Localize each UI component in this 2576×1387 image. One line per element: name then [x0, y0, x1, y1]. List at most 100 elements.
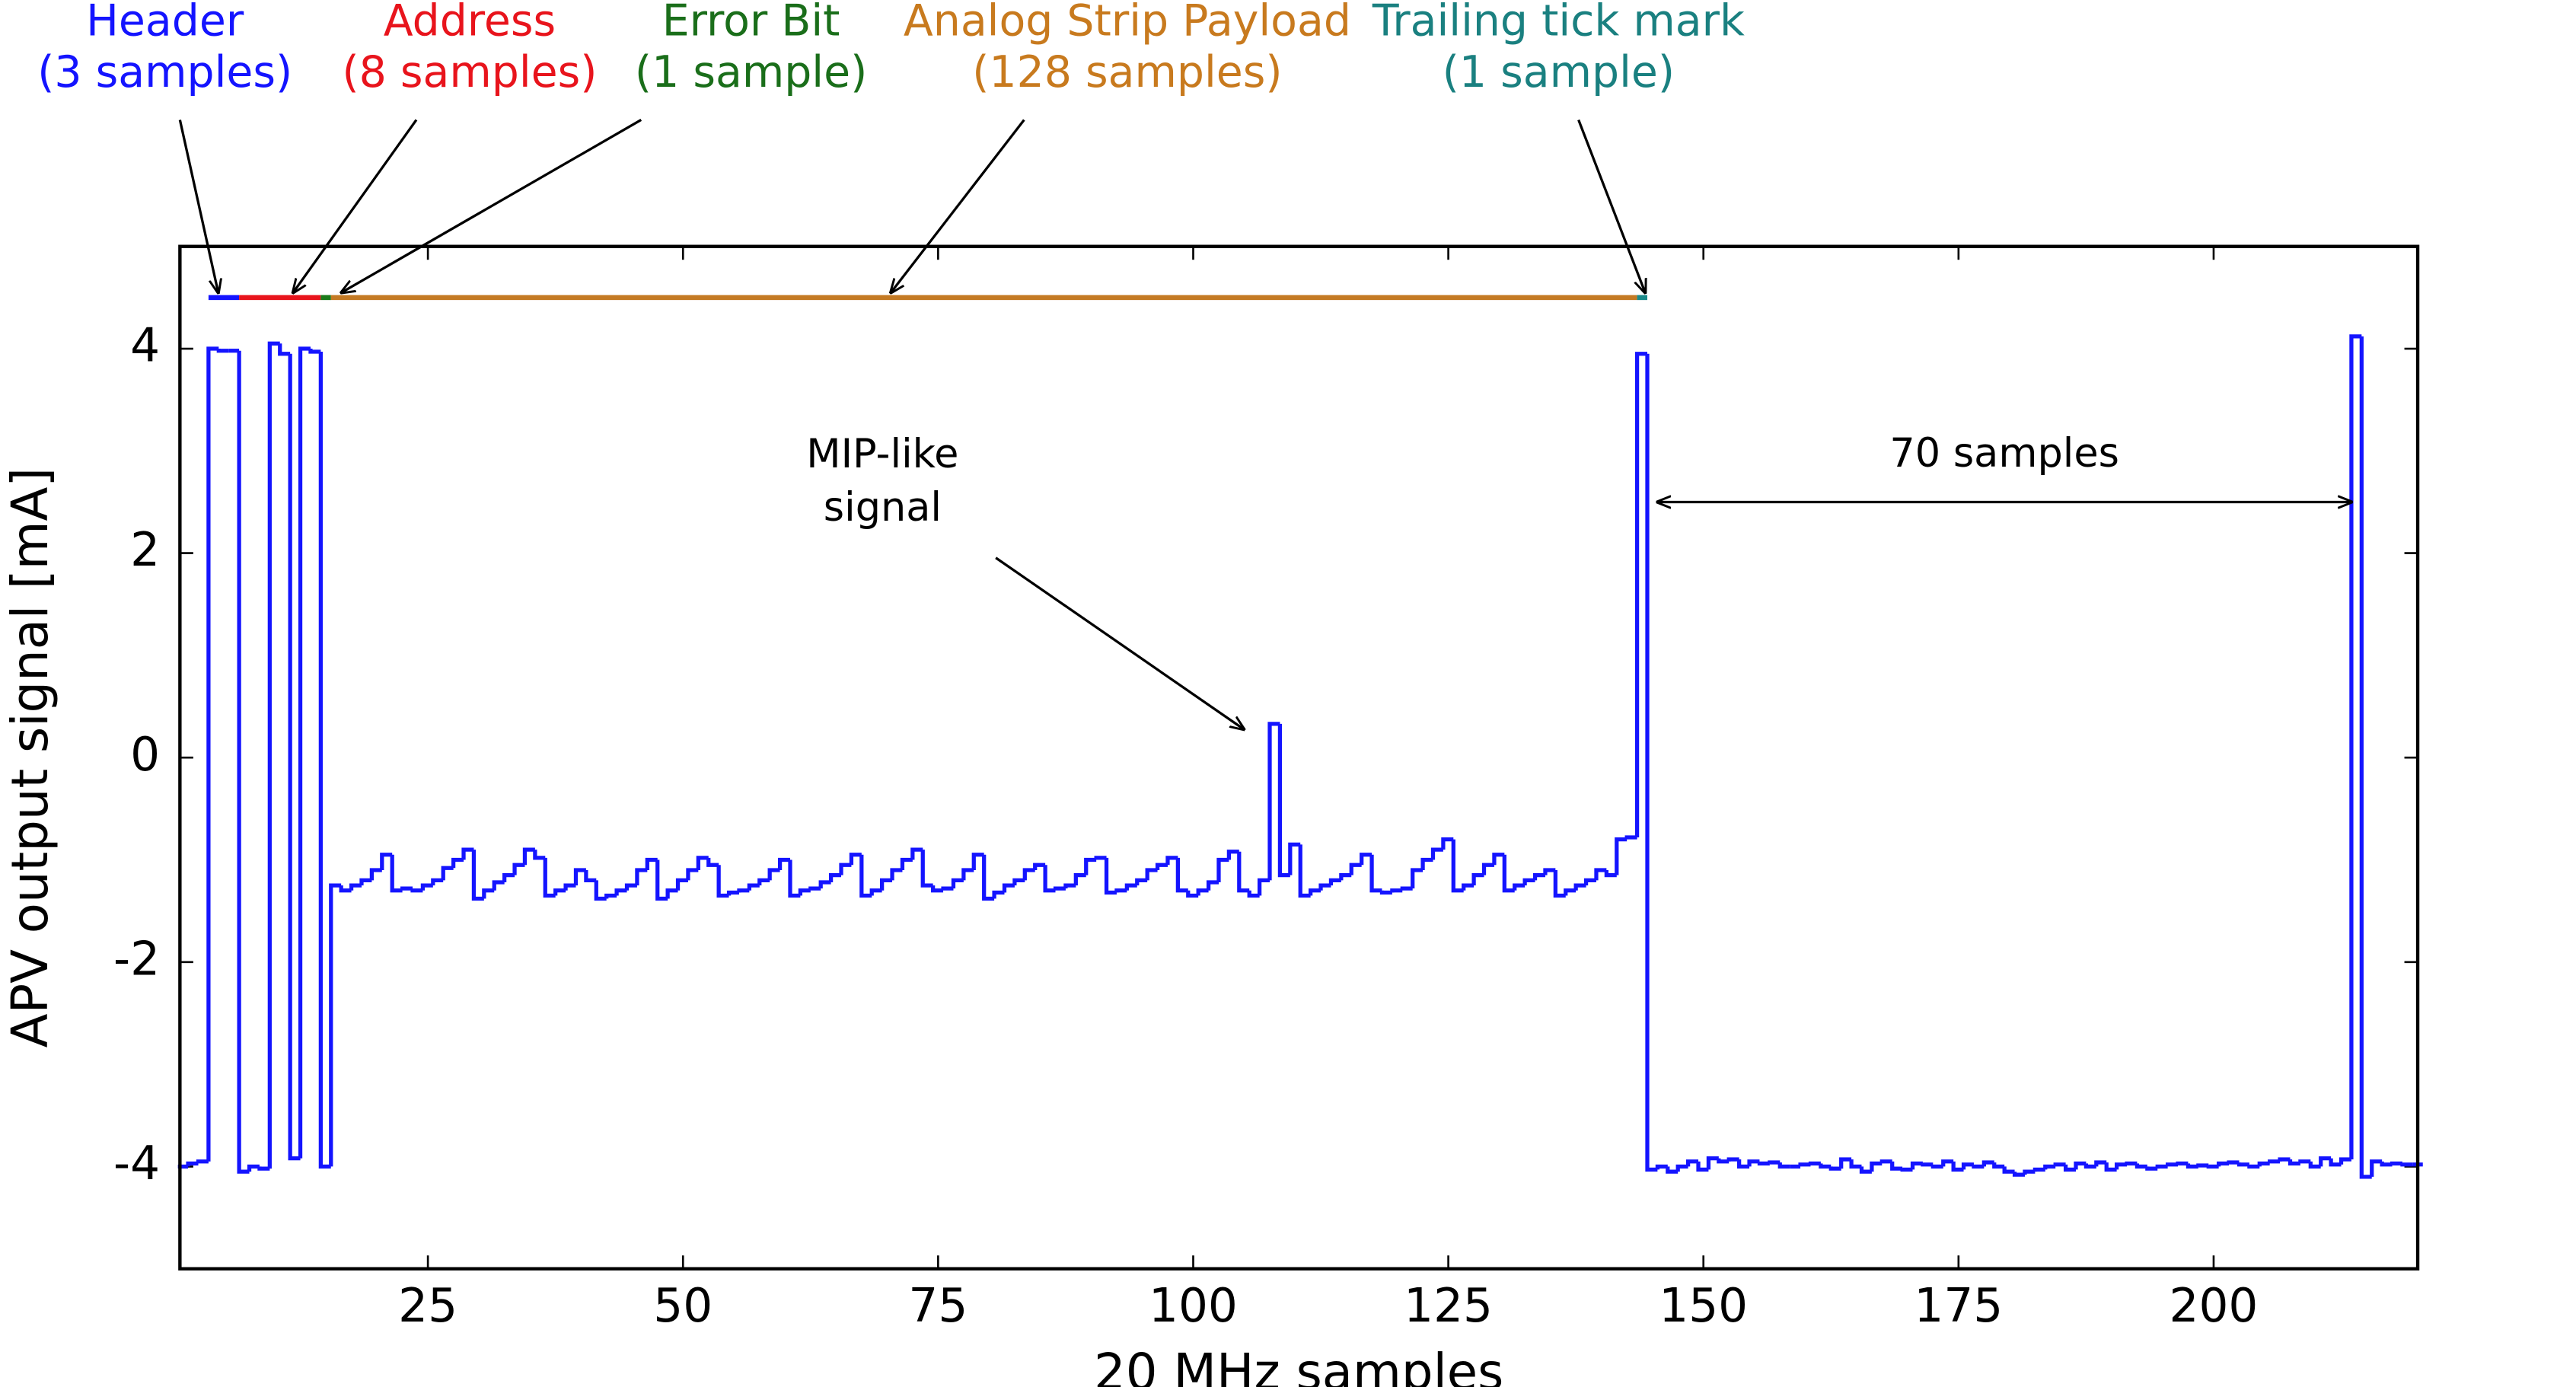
segment-sublabel: (1 sample): [635, 47, 867, 97]
signal-step: [1543, 868, 1556, 875]
signal-step: [1094, 856, 1107, 860]
signal-step: [655, 859, 668, 901]
signal-step: [1961, 1162, 1974, 1170]
signal-step: [2083, 1163, 2096, 1169]
signal-step: [1634, 352, 1647, 837]
signal-step: [553, 888, 566, 896]
signal-step: [1839, 1157, 1852, 1169]
signal-step: [502, 873, 515, 883]
signal-step: [686, 868, 699, 881]
signal-step: [1145, 868, 1158, 881]
signal-step: [1645, 353, 1658, 1172]
signal-step: [1369, 854, 1382, 893]
signal-step: [2247, 1164, 2260, 1169]
signal-step: [2287, 1159, 2300, 1166]
signal-step: [696, 856, 709, 870]
signal-step: [2329, 1158, 2342, 1167]
signal-step: [216, 349, 229, 353]
signal-step: [1411, 868, 1423, 889]
signal-step: [380, 853, 393, 870]
signal-step: [349, 883, 362, 891]
signal-step: [1717, 1158, 1730, 1164]
signal-step: [828, 873, 842, 883]
signal-step: [2338, 1157, 2351, 1165]
segment-sublabel: (8 samples): [342, 47, 597, 97]
signal-step: [1992, 1162, 2005, 1169]
signal-step: [757, 878, 770, 886]
signal-step: [1349, 862, 1362, 875]
signal-step: [1114, 888, 1127, 893]
signal-step: [1696, 1161, 1709, 1172]
signal-step: [1666, 1166, 1679, 1174]
signal-step: [563, 883, 576, 891]
segment-arrow: [1577, 119, 1645, 292]
signal-step: [512, 862, 525, 875]
annotation: MIP-like: [806, 431, 958, 477]
signal-step: [186, 1161, 199, 1167]
signal-step: [2400, 1162, 2413, 1167]
signal-step: [584, 869, 597, 882]
signal-step: [788, 859, 801, 898]
segment-label: Analog Strip Payload: [904, 0, 1351, 46]
signal-step: [2257, 1161, 2270, 1167]
signal-step: [318, 352, 331, 1169]
signal-step: [1328, 878, 1341, 886]
signal-step: [1063, 883, 1076, 889]
signal-step: [747, 883, 760, 891]
signal-step: [2134, 1163, 2147, 1169]
signal-step: [329, 883, 342, 1167]
signal-step: [482, 888, 495, 899]
signal-step: [1583, 878, 1596, 886]
segment-label: Trailing tick mark: [1372, 0, 1745, 46]
signal-step: [737, 888, 750, 893]
y-tick-label: -4: [113, 1137, 160, 1191]
segment-arrow: [342, 119, 642, 292]
signal-step: [267, 341, 280, 1169]
signal-step: [1175, 857, 1188, 893]
signal-step: [675, 878, 688, 891]
signal-step: [1084, 857, 1097, 875]
x-tick-label: 25: [398, 1279, 457, 1333]
signal-step: [849, 853, 862, 866]
signal-step: [1594, 868, 1607, 881]
segment-label: Header: [86, 0, 244, 46]
signal-step: [1726, 1157, 1739, 1162]
signal-step: [2002, 1166, 2015, 1174]
signal-step: [1564, 888, 1577, 896]
signal-step: [1604, 869, 1617, 878]
x-axis-label: 20 MHz samples: [1094, 1344, 1503, 1387]
signal-step: [1624, 835, 1637, 840]
signal-step: [2074, 1161, 2087, 1170]
y-axis-label: APV output signal [mA]: [2, 467, 59, 1047]
signal-step: [1757, 1161, 1770, 1166]
signal-step: [1257, 878, 1270, 896]
signal-step: [492, 880, 505, 891]
signal-step: [1298, 844, 1311, 898]
signal-step: [1890, 1161, 1903, 1171]
x-tick-label: 50: [653, 1279, 713, 1333]
signal-step: [645, 857, 658, 870]
signal-step: [2380, 1161, 2393, 1167]
signal-step: [237, 350, 250, 1174]
segment-arrow: [891, 119, 1025, 292]
signal-step: [1981, 1160, 1994, 1167]
signal-step: [767, 868, 780, 881]
signal-step: [716, 865, 729, 898]
signal-step: [1318, 883, 1331, 891]
signal-step: [1849, 1159, 1862, 1169]
signal-step: [533, 850, 546, 860]
signal-step: [1828, 1166, 1841, 1171]
signal-step: [1390, 888, 1403, 893]
segment-arrow: [293, 119, 418, 292]
signal-step: [1941, 1159, 1954, 1167]
signal-step: [880, 878, 893, 891]
signal-step: [604, 893, 617, 899]
signal-step: [196, 1159, 209, 1164]
signal-step: [2125, 1161, 2138, 1166]
signal-step: [2268, 1159, 2281, 1164]
annotation-arrow: [995, 556, 1244, 729]
signal-step: [635, 868, 648, 886]
signal-step: [859, 854, 872, 898]
